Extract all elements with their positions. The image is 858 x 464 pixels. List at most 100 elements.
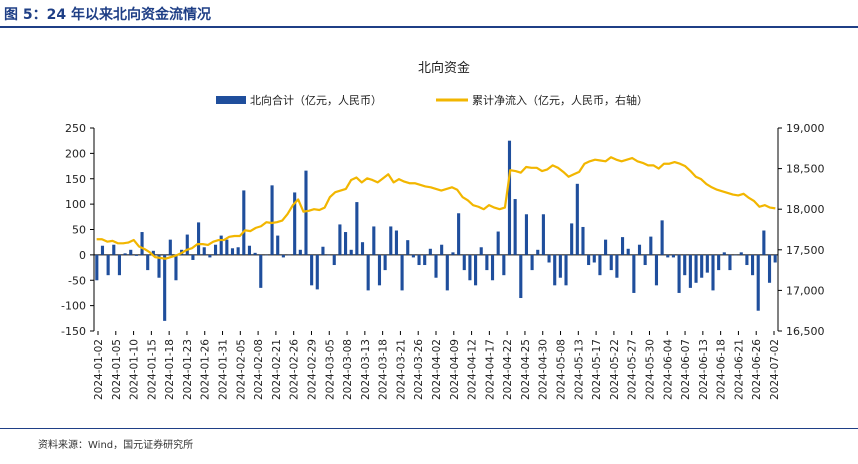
bar <box>400 254 404 291</box>
bar <box>570 223 574 255</box>
bar <box>276 235 280 255</box>
bar <box>767 254 772 283</box>
x-tick-label: 2024-02-05 <box>235 339 247 400</box>
bar <box>242 190 246 255</box>
x-tick-label: 2024-01-18 <box>164 339 176 400</box>
bar <box>259 254 263 288</box>
y-right-tick-label: 18,500 <box>786 163 825 176</box>
bar <box>632 254 636 293</box>
bar <box>751 254 755 276</box>
bar <box>417 254 421 266</box>
bar <box>524 214 528 255</box>
bar <box>722 252 726 255</box>
bar <box>485 254 489 271</box>
x-tick-label: 2024-01-02 <box>93 339 105 400</box>
bar <box>191 254 195 260</box>
bar <box>304 170 308 255</box>
bar <box>683 254 687 276</box>
bar <box>281 254 285 258</box>
x-tick-label: 2024-06-07 <box>680 339 692 400</box>
bar <box>530 254 534 271</box>
x-tick-label: 2024-06-21 <box>733 339 745 400</box>
legend-bar-label: 北向合计（亿元，人民币） <box>250 93 382 107</box>
bar <box>615 254 619 278</box>
x-tick-label: 2024-06-18 <box>716 339 728 400</box>
x-tick-label: 2024-02-21 <box>271 339 283 400</box>
bar <box>609 254 613 271</box>
x-tick-label: 2024-02-29 <box>306 339 318 400</box>
bar <box>270 185 274 255</box>
bar <box>587 254 591 266</box>
bar <box>474 254 478 286</box>
x-axis-labels: 2024-01-02 2024-01-05 2024-01-10 2024-01-15… <box>93 331 781 400</box>
bar <box>321 246 325 255</box>
bar <box>445 254 449 291</box>
x-tick-label: 2024-03-13 <box>360 339 372 400</box>
chart-title: 北向资金 <box>418 60 470 76</box>
bar <box>575 183 579 255</box>
bar <box>558 254 562 278</box>
bar <box>327 254 331 256</box>
y-right-tick-label: 19,000 <box>786 122 825 135</box>
bar <box>360 242 365 255</box>
x-tick-label: 2024-04-30 <box>538 339 550 400</box>
legend-bar-swatch <box>216 96 246 104</box>
bar <box>507 140 512 255</box>
bar <box>225 239 229 255</box>
bar <box>208 254 212 258</box>
x-tick-label: 2024-06-26 <box>751 339 763 400</box>
bar <box>773 254 777 263</box>
x-tick-label: 2024-03-05 <box>324 339 336 400</box>
bar <box>637 244 642 255</box>
bar <box>666 254 670 258</box>
x-tick-label: 2024-04-09 <box>449 339 461 400</box>
y-left-tick-label: 0 <box>79 249 86 262</box>
bar <box>163 254 167 321</box>
x-tick-label: 2024-05-08 <box>556 339 568 400</box>
bar <box>338 224 342 255</box>
x-tick-label: 2024-02-08 <box>253 339 265 400</box>
bar <box>146 254 150 271</box>
bar <box>643 254 647 266</box>
bar <box>513 199 517 255</box>
bar <box>253 252 257 255</box>
bar <box>315 254 319 290</box>
bar <box>700 254 704 278</box>
x-tick-label: 2024-06-04 <box>662 339 674 400</box>
bar <box>95 254 99 281</box>
bar <box>123 253 127 255</box>
bar <box>372 226 376 255</box>
x-tick-label: 2024-02-26 <box>289 339 301 400</box>
bar <box>756 254 760 311</box>
cumulative-line <box>96 156 776 260</box>
bar <box>717 254 721 271</box>
bar <box>168 239 172 255</box>
bar <box>264 254 268 256</box>
x-tick-label: 2024-01-15 <box>146 339 158 400</box>
bar <box>705 254 709 273</box>
x-tick-label: 2024-05-30 <box>644 339 656 400</box>
x-tick-label: 2024-04-12 <box>467 339 479 400</box>
bar <box>547 254 551 263</box>
bar <box>411 254 415 258</box>
x-tick-label: 2024-01-26 <box>200 339 212 400</box>
bar <box>112 244 116 255</box>
bar <box>230 248 235 255</box>
bar <box>677 254 681 293</box>
y-left-tick-label: 100 <box>65 198 86 211</box>
axes: 250 200 150 100 50 0 -50 -100 -150 19,000 18,500 18… <box>61 122 824 338</box>
x-tick-label: 2024-04-02 <box>431 339 443 400</box>
bar <box>626 248 630 255</box>
x-tick-label: 2024-03-18 <box>378 339 390 400</box>
bar <box>219 235 223 255</box>
bar <box>451 252 455 255</box>
bar <box>536 249 540 255</box>
bar <box>688 254 692 288</box>
x-tick-label: 2024-04-22 <box>502 339 514 400</box>
bar <box>654 254 659 286</box>
bar <box>106 254 110 276</box>
bar <box>202 247 206 255</box>
bar <box>496 231 500 255</box>
bar <box>762 230 766 255</box>
bar <box>134 254 138 256</box>
